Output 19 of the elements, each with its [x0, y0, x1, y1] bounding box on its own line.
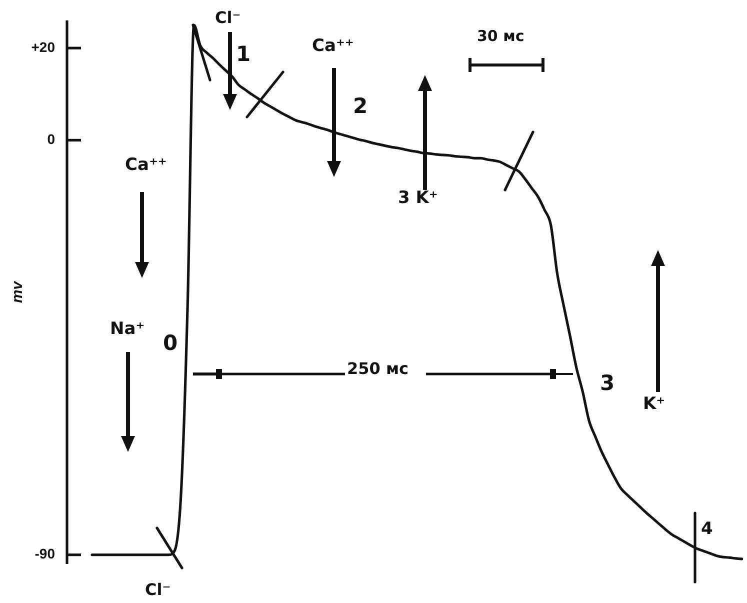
- annotation: 250 мс: [347, 359, 409, 378]
- annotation: 3: [600, 371, 615, 395]
- y-tick-label: 0: [47, 131, 56, 148]
- annotation: 30 мс: [477, 27, 524, 45]
- annotation: Cl⁻: [215, 8, 241, 27]
- annotation: 2: [353, 94, 368, 118]
- annotation: 1: [236, 42, 251, 66]
- y-tick-label: +20: [31, 38, 56, 55]
- annotation: Ca⁺⁺: [125, 155, 167, 175]
- annotation: 0: [163, 331, 178, 355]
- y-tick-label: -90: [34, 546, 56, 562]
- y-axis-title: mv: [9, 280, 26, 304]
- annotation: Na⁺: [110, 319, 145, 339]
- line-series: [90, 24, 743, 560]
- annotation: 3 K⁺: [398, 188, 438, 208]
- annotation: K⁺: [643, 394, 666, 414]
- text: Cl⁻: [145, 580, 171, 599]
- annotation: Ca⁺⁺: [312, 36, 354, 56]
- annotation: 4: [701, 519, 713, 539]
